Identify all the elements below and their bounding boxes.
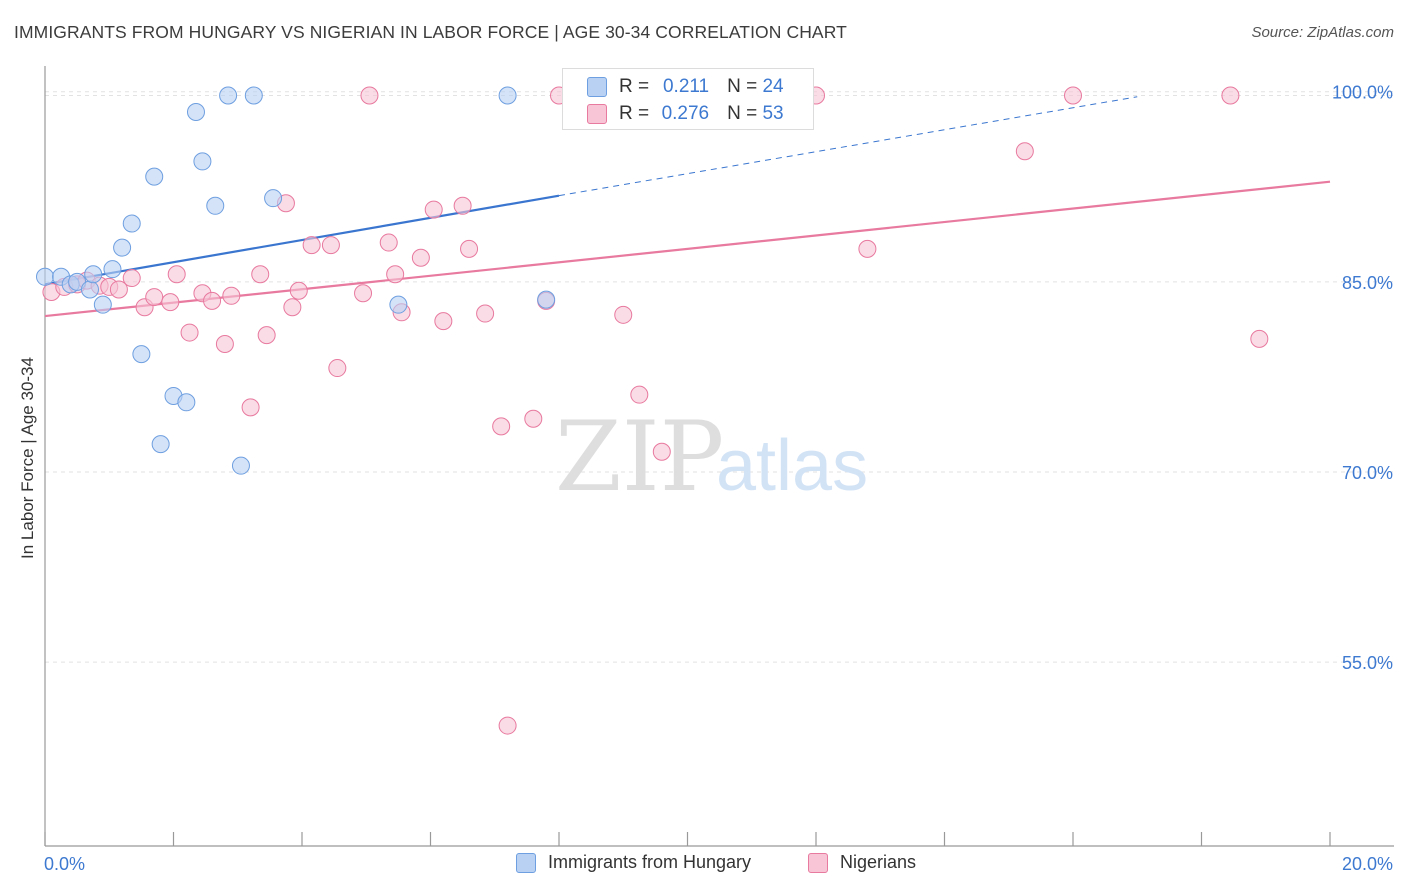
point-nigerians xyxy=(652,442,671,461)
source-label: Source: ZipAtlas.com xyxy=(1251,24,1394,41)
bottom-legend-hungary: Immigrants from Hungary xyxy=(516,852,751,873)
point-hungary xyxy=(206,196,225,215)
gridlines xyxy=(45,91,1394,663)
trend-line-hungary-extension xyxy=(558,96,1138,197)
point-nigerians xyxy=(434,312,453,331)
point-hungary xyxy=(219,86,238,105)
legend-row-nigerians: R = 0.276 N = 53 xyxy=(587,101,784,127)
point-hungary xyxy=(145,167,164,186)
point-nigerians xyxy=(161,293,180,312)
point-nigerians xyxy=(302,236,321,255)
trend-line-nigerians xyxy=(44,180,1331,318)
point-nigerians xyxy=(492,417,511,436)
point-hungary xyxy=(84,265,103,284)
point-nigerians xyxy=(630,385,649,404)
point-nigerians xyxy=(321,236,340,255)
data-points xyxy=(36,86,1269,735)
y-tick-label: 55.0% xyxy=(1342,653,1393,673)
legend-row-hungary: R = 0.211 N = 24 xyxy=(587,74,784,100)
legend-n-label: N = xyxy=(727,76,763,97)
chart-title: IMMIGRANTS FROM HUNGARY VS NIGERIAN IN L… xyxy=(14,22,847,42)
watermark-zip: ZIP xyxy=(555,401,724,513)
point-nigerians xyxy=(476,304,495,323)
point-nigerians xyxy=(453,196,472,215)
y-tick-label: 85.0% xyxy=(1342,273,1393,293)
point-nigerians xyxy=(1250,329,1269,348)
point-nigerians xyxy=(360,86,379,105)
point-hungary xyxy=(103,260,122,279)
point-hungary xyxy=(231,456,250,475)
point-nigerians xyxy=(109,280,128,299)
stats-legend: R = 0.211 N = 24 R = 0.276 N = 53 xyxy=(562,68,814,130)
x-tick-label-max: 20.0% xyxy=(1342,854,1393,874)
point-nigerians xyxy=(524,409,543,428)
axes xyxy=(44,66,1394,847)
legend-n-value-nigerians: 53 xyxy=(762,103,784,124)
legend-n-value-hungary: 24 xyxy=(762,76,784,97)
point-nigerians xyxy=(614,305,633,324)
point-nigerians xyxy=(122,269,141,288)
point-hungary xyxy=(132,345,151,364)
watermark: ZIP atlas xyxy=(555,401,868,513)
point-hungary xyxy=(244,86,263,105)
y-tick-label: 100.0% xyxy=(1332,83,1393,103)
point-hungary xyxy=(93,295,112,314)
point-nigerians xyxy=(328,359,347,378)
point-nigerians xyxy=(222,286,241,305)
point-nigerians xyxy=(241,398,260,417)
bottom-legend-swatch-nigerians xyxy=(808,852,828,873)
bottom-legend-swatch-hungary xyxy=(516,852,536,873)
point-nigerians xyxy=(354,284,373,303)
point-nigerians xyxy=(203,291,222,310)
point-hungary xyxy=(186,102,205,121)
point-hungary xyxy=(80,280,99,299)
legend-r-label: R = xyxy=(619,103,650,124)
legend-r-value-hungary: 0.211 xyxy=(662,76,710,97)
point-nigerians xyxy=(411,248,430,267)
point-nigerians xyxy=(289,281,308,300)
watermark-atlas: atlas xyxy=(716,426,868,506)
point-nigerians xyxy=(145,288,164,307)
point-hungary xyxy=(389,295,408,314)
bottom-legend-label-hungary: Immigrants from Hungary xyxy=(548,852,752,872)
point-nigerians xyxy=(424,200,443,219)
bottom-legend-label-nigerians: Nigerians xyxy=(840,852,917,872)
y-tick-label: 70.0% xyxy=(1342,463,1393,483)
point-nigerians xyxy=(386,265,405,284)
point-nigerians xyxy=(180,323,199,342)
point-nigerians xyxy=(498,716,517,735)
legend-swatch-nigerians xyxy=(587,104,607,124)
point-hungary xyxy=(113,238,132,257)
point-hungary xyxy=(151,435,170,454)
point-nigerians xyxy=(215,334,234,353)
point-nigerians xyxy=(379,233,398,252)
point-nigerians xyxy=(251,265,270,284)
point-nigerians xyxy=(257,326,276,345)
point-nigerians xyxy=(1064,86,1082,105)
point-nigerians xyxy=(283,298,302,317)
point-nigerians xyxy=(167,265,186,284)
point-hungary xyxy=(193,152,212,171)
point-hungary xyxy=(36,267,54,286)
bottom-legend-nigerians: Nigerians xyxy=(808,852,916,873)
point-nigerians xyxy=(1015,142,1034,161)
point-nigerians xyxy=(858,239,877,258)
legend-r-value-nigerians: 0.276 xyxy=(661,103,710,124)
point-hungary xyxy=(122,214,141,233)
point-hungary xyxy=(498,86,517,105)
legend-n-label: N = xyxy=(727,103,763,124)
legend-r-label: R = xyxy=(619,76,650,97)
point-nigerians xyxy=(1221,86,1240,105)
legend-swatch-hungary xyxy=(587,77,607,97)
point-hungary xyxy=(177,393,196,412)
point-nigerians xyxy=(460,239,479,258)
point-hungary xyxy=(537,290,556,309)
point-hungary xyxy=(264,189,283,208)
x-tick-label-min: 0.0% xyxy=(44,854,85,874)
tick-labels: 100.0% 85.0% 70.0% 55.0% 0.0% 20.0% xyxy=(44,83,1393,874)
